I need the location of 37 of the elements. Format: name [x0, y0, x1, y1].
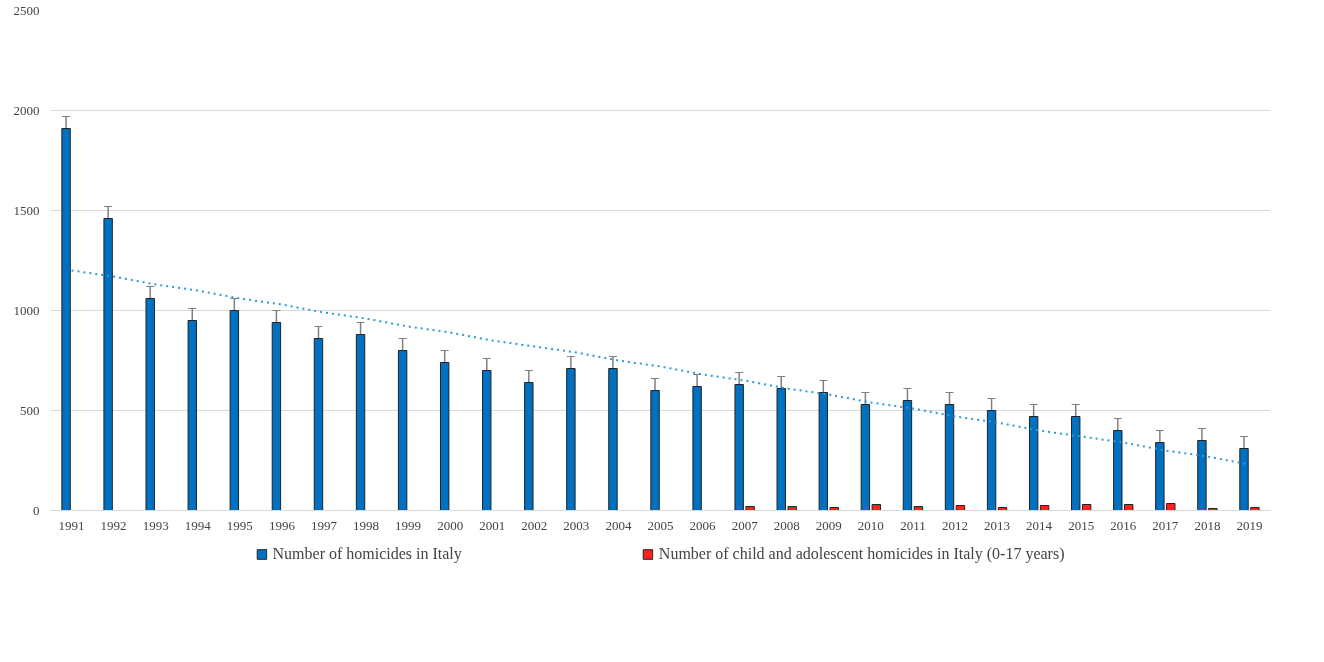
x-tick-label: 1998 [353, 517, 380, 533]
legend-label: Number of homicides in Italy [272, 545, 462, 563]
x-tick-label: 1994 [184, 517, 212, 533]
x-tick-label: 2007 [731, 517, 759, 533]
x-tick-label: 1999 [395, 517, 422, 533]
y-tick-label: 1000 [13, 302, 40, 318]
x-tick-label: 2012 [941, 517, 968, 533]
legend-label: Number of child and adolescent homicides in Italy (0-17 years) [658, 545, 1065, 563]
x-tick-label: 2017 [1152, 517, 1179, 533]
x-tick-label: 1997 [310, 517, 338, 533]
x-tick-label: 1992 [100, 517, 127, 533]
x-tick-label: 2011 [900, 517, 926, 533]
y-tick-label: 1500 [13, 202, 40, 218]
y-tick-label: 500 [20, 402, 40, 418]
y-tick-label: 0 [33, 502, 40, 518]
y-tick-label: 2500 [13, 2, 40, 18]
x-tick-label: 1993 [142, 517, 169, 533]
x-tick-label: 2003 [563, 517, 590, 533]
x-tick-label: 2019 [1236, 517, 1263, 533]
x-tick-label: 1996 [268, 517, 296, 533]
x-tick-label: 2005 [647, 517, 674, 533]
x-tick-label: 2001 [479, 517, 506, 533]
x-tick-label: 2018 [1194, 517, 1221, 533]
x-tick-label: 2016 [1110, 517, 1137, 533]
x-tick-label: 2010 [857, 517, 884, 533]
x-tick-label: 1995 [226, 517, 253, 533]
x-tick-label: 2014 [1026, 517, 1053, 533]
x-tick-label: 1991 [58, 517, 85, 533]
x-tick-label: 2013 [984, 517, 1011, 533]
x-tick-label: 2000 [437, 517, 464, 533]
x-tick-label: 2002 [521, 517, 548, 533]
x-tick-label: 2004 [605, 517, 632, 533]
x-tick-label: 2006 [689, 517, 717, 533]
x-tick-label: 2009 [815, 517, 842, 533]
y-tick-label: 2000 [13, 102, 40, 118]
x-tick-label: 2015 [1068, 517, 1095, 533]
x-tick-label: 2008 [773, 517, 800, 533]
